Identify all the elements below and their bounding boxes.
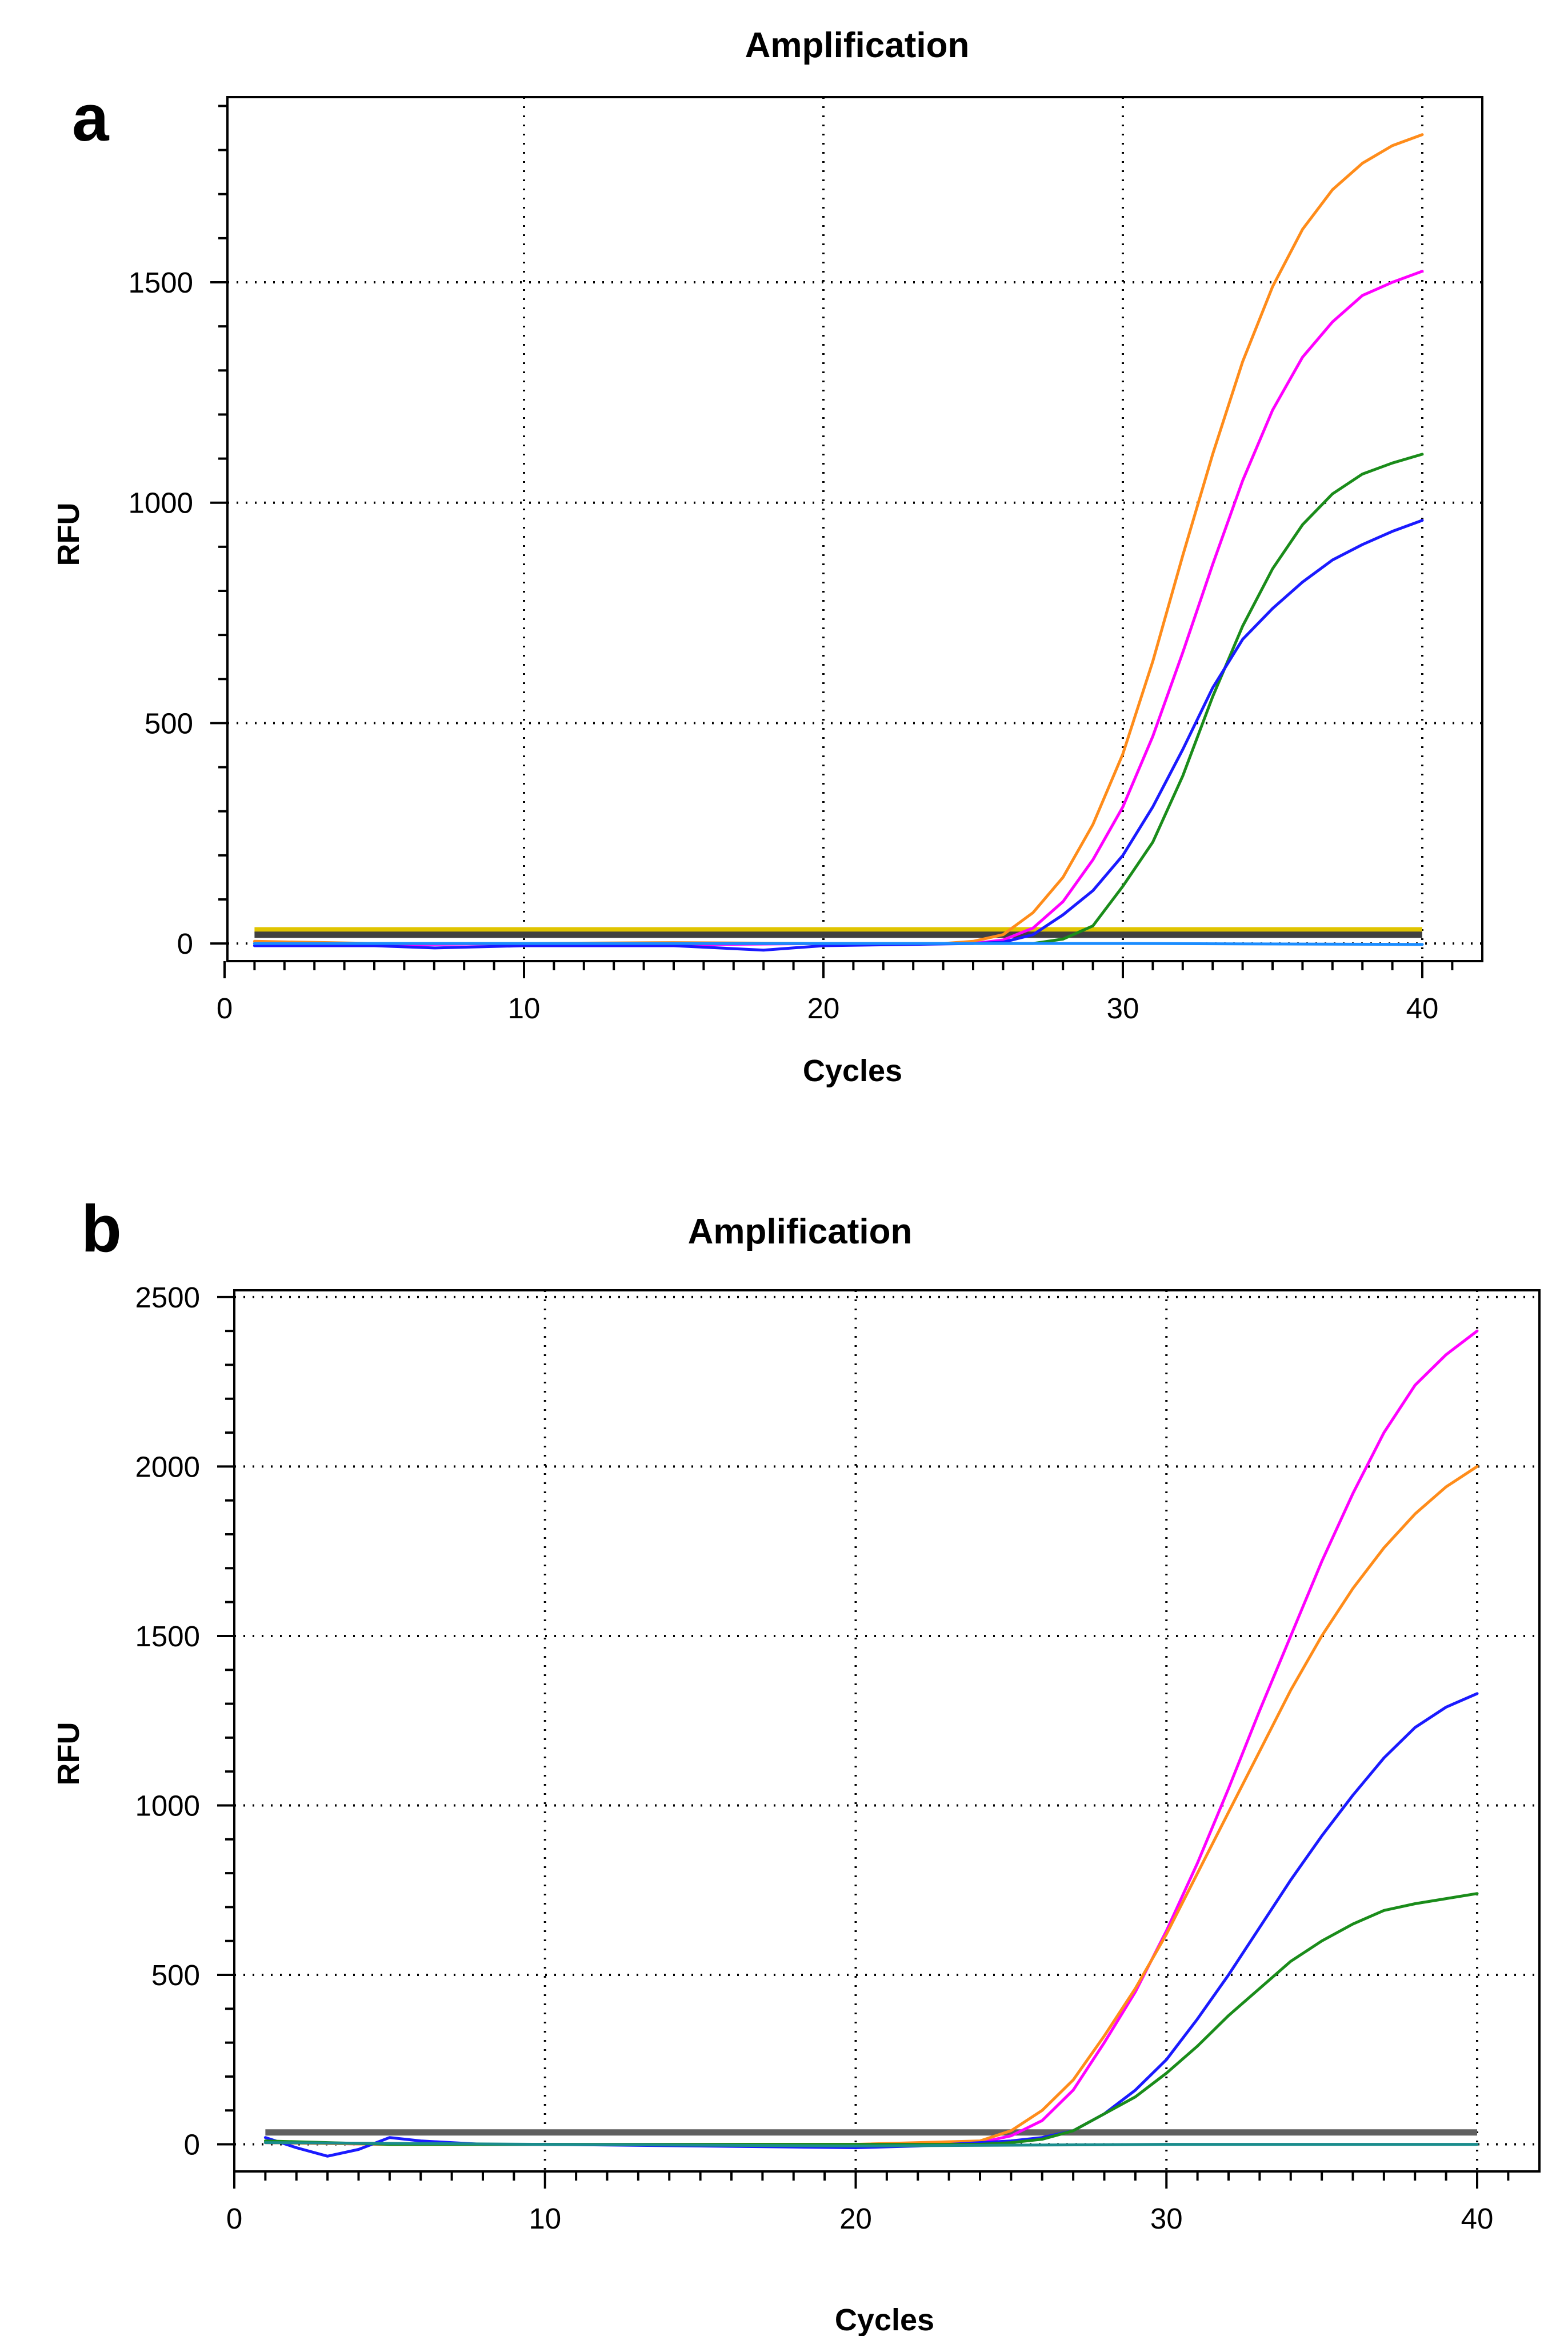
y-tick-label: 1500 [129,266,193,299]
panel-letter: b [81,1191,122,1266]
series-line-cyan [253,942,1424,946]
y-axis-label: RFU [51,1722,86,1786]
x-tick-label: 20 [807,992,840,1025]
axes-group: 0 10 20 30 40 0 500 1000 1500 [129,96,1483,1025]
y-tick-label: 500 [145,707,193,739]
chart-title: Amplification [745,26,970,65]
x-tick-label: 30 [1150,2202,1183,2235]
y-tick-label: 1000 [135,1789,200,1822]
y-tick-label: 2500 [135,1281,200,1314]
chart-panel-a: a Amplification 0 10 20 30 40 0 500 1000 1500 Cy… [51,26,1483,1088]
y-axis-label: RFU [51,503,86,566]
x-tick-label: 30 [1107,992,1139,1025]
x-axis-label: Cycles [835,2303,934,2336]
plot-frame [233,1289,1541,2173]
y-tick-label: 1500 [135,1620,200,1653]
threshold-group [254,927,1422,938]
x-tick-label: 0 [226,2202,242,2235]
series-group [253,133,1424,952]
x-axis-label: Cycles [803,1054,902,1088]
series-line-magenta [263,1329,1479,2147]
chart-panel-b: b Amplification 0 10 20 30 40 0 500 1000 1500 200… [51,1191,1541,2336]
y-tick-label: 1000 [129,487,193,519]
x-tick-label: 10 [529,2202,561,2235]
x-tick-label: 0 [217,992,233,1025]
series-line-blue [263,1692,1479,2158]
series-line-orange [253,133,1424,945]
grid-group [234,1290,1539,2171]
series-group [263,1329,1479,2158]
plot-frame [226,96,1483,962]
series-line-green [253,453,1424,945]
series-line-green [263,1892,1479,2146]
y-tick-label: 0 [177,927,193,960]
series-line-flat-teal [263,2141,1479,2147]
panel-letter: a [72,81,110,155]
y-tick-label: 0 [184,2129,200,2161]
y-tick-label: 2000 [135,1450,200,1483]
series-line-blue [253,519,1424,952]
axes-group: 0 10 20 30 40 0 500 1000 1500 2000 2500 [135,1281,1541,2235]
grid-group [227,97,1482,961]
series-line-magenta [253,270,1424,946]
x-tick-label: 40 [1461,2202,1494,2235]
x-tick-label: 20 [839,2202,872,2235]
x-tick-label: 40 [1406,992,1439,1025]
chart-title: Amplification [688,1212,913,1251]
y-tick-label: 500 [151,1959,200,1991]
x-tick-label: 10 [508,992,541,1025]
